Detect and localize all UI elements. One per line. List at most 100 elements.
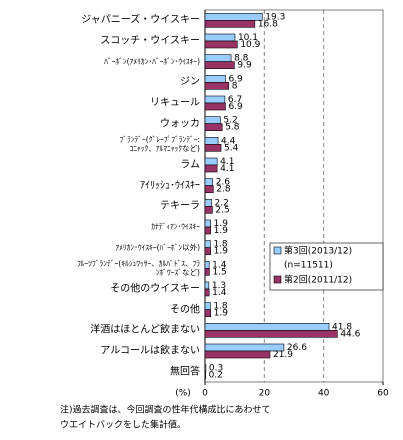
value-label: 2.5 bbox=[215, 205, 229, 215]
value-label: 41.8 bbox=[332, 322, 352, 332]
bar bbox=[204, 330, 338, 338]
legend-label: 第2回(2011/12) bbox=[284, 274, 352, 286]
bar bbox=[204, 13, 263, 21]
x-axis-label: (%) bbox=[175, 389, 191, 399]
bar bbox=[204, 323, 330, 331]
legend-note: (n=11511) bbox=[284, 261, 333, 271]
bar bbox=[204, 288, 210, 297]
bar bbox=[204, 40, 238, 49]
bar bbox=[204, 185, 214, 193]
footnote: ウエイトバックをした集計値。 bbox=[60, 419, 186, 431]
value-label: 8.8 bbox=[234, 54, 249, 64]
category-label: リキュール bbox=[150, 97, 200, 109]
value-label: 0.2 bbox=[209, 371, 223, 381]
category-label: その他 bbox=[170, 304, 200, 316]
category-label: ｱｲﾘｯｼｭ･ｳｲｽｷｰ bbox=[140, 180, 200, 192]
category-label: 洋酒はほとんど飲まない bbox=[90, 324, 200, 336]
value-label: 5.8 bbox=[225, 123, 240, 133]
x-tick-label: 0 bbox=[202, 389, 208, 399]
value-label: 8 bbox=[232, 81, 238, 91]
value-label: 4.4 bbox=[221, 136, 236, 146]
bar bbox=[204, 20, 256, 28]
bar bbox=[204, 137, 219, 145]
bar bbox=[204, 75, 226, 83]
category-label: ｶﾅﾃﾞｨｱﾝ･ｳｲｽｷｰ bbox=[151, 221, 200, 231]
bar bbox=[204, 82, 230, 90]
value-label: 19.3 bbox=[265, 12, 285, 22]
value-label: 1.3 bbox=[212, 281, 226, 291]
bar bbox=[204, 144, 222, 152]
bar bbox=[204, 261, 210, 269]
bar bbox=[204, 364, 207, 372]
x-tick-label: 40 bbox=[318, 389, 330, 399]
bar bbox=[204, 226, 211, 235]
category-label: ｱﾒﾘｶﾝ･ｳｲｽｷｰ(ﾊﾞｰﾎﾞﾝ以外) bbox=[115, 242, 200, 252]
bar bbox=[204, 302, 211, 310]
category-label: アルコールは飲まない bbox=[100, 345, 200, 357]
value-label: 1.8 bbox=[213, 240, 228, 250]
bar bbox=[204, 371, 206, 379]
value-label: 1.9 bbox=[214, 226, 229, 236]
value-label: 10.9 bbox=[240, 40, 260, 50]
bar bbox=[204, 61, 235, 69]
category-label: ジン bbox=[180, 76, 200, 88]
legend-swatch bbox=[273, 246, 282, 255]
value-label: 1.9 bbox=[214, 219, 229, 229]
category-label: ﾌﾞﾗﾝﾃﾞｰ(ｸﾞﾚｰﾌﾟﾌﾞﾗﾝﾃﾞｰ: ｺﾆｬｯｸ、ｱﾙﾏﾆｬｯｸなど) bbox=[119, 135, 200, 153]
category-label: テキーラ bbox=[160, 200, 200, 212]
value-label: 26.6 bbox=[287, 343, 307, 353]
bar bbox=[204, 54, 232, 62]
value-label: 1.9 bbox=[214, 309, 229, 319]
legend-label: 第3回(2013/12) bbox=[284, 245, 352, 257]
value-label: 21.9 bbox=[273, 350, 293, 360]
category-label: スコッチ・ウイスキー bbox=[100, 35, 200, 47]
category-label: ウォッカ bbox=[160, 118, 200, 130]
category-label: ﾊﾞｰﾎﾞﾝ(ｱﾒﾘｶﾝ･ﾊﾞｰﾎﾞﾝ･ｳｲｽｷｰ) bbox=[104, 56, 200, 66]
value-label: 4.1 bbox=[220, 164, 234, 174]
bar bbox=[204, 309, 211, 317]
value-label: 6.9 bbox=[228, 102, 243, 112]
bar bbox=[204, 350, 271, 359]
bar bbox=[204, 33, 236, 42]
value-label: 5.4 bbox=[224, 143, 239, 153]
value-label: 2.2 bbox=[215, 198, 229, 208]
x-tick-label: 60 bbox=[377, 389, 389, 399]
bar bbox=[204, 116, 221, 124]
value-label: 2.6 bbox=[216, 178, 231, 188]
bar bbox=[204, 95, 226, 104]
bar bbox=[204, 240, 211, 248]
category-label: ラム bbox=[180, 159, 200, 171]
category-label: 無回答 bbox=[170, 366, 200, 378]
value-label: 4.1 bbox=[220, 157, 234, 167]
bar bbox=[204, 247, 211, 255]
bar bbox=[204, 281, 210, 290]
legend-box bbox=[269, 242, 384, 291]
value-label: 1.4 bbox=[212, 288, 227, 298]
bar bbox=[204, 206, 213, 214]
legend-swatch bbox=[273, 275, 282, 284]
value-label: 1.5 bbox=[212, 267, 226, 277]
bar bbox=[204, 102, 226, 111]
bar bbox=[204, 268, 210, 276]
category-label: ﾌﾙｰﾂﾌﾞﾗﾝﾃﾞｰ(ｷﾙｼｭﾜｯｻｰ、ｶﾙﾊﾞﾄﾞｽ、ﾌﾗ ﾝﾎﾞﾜｰｽﾞな… bbox=[77, 259, 200, 277]
value-label: 1.9 bbox=[214, 247, 229, 257]
value-label: 10.1 bbox=[238, 33, 258, 43]
value-label: 1.4 bbox=[212, 260, 227, 270]
x-tick-label: 20 bbox=[259, 389, 271, 399]
value-label: 44.6 bbox=[340, 329, 360, 339]
value-label: 16.8 bbox=[258, 19, 278, 29]
value-label: 5.2 bbox=[223, 116, 237, 126]
value-label: 6.9 bbox=[228, 74, 243, 84]
footnote: 注)過去調査は、今回調査の性年代構成比にあわせて bbox=[60, 404, 271, 416]
category-label: ジャパニーズ・ウイスキー bbox=[81, 14, 200, 26]
bar bbox=[204, 199, 212, 207]
value-label: 1.8 bbox=[213, 302, 228, 312]
bar bbox=[204, 157, 218, 166]
bar bbox=[204, 123, 223, 131]
value-label: 9.9 bbox=[237, 61, 252, 71]
value-label: 2.8 bbox=[216, 185, 231, 195]
value-label: 0.3 bbox=[209, 364, 223, 374]
bar bbox=[204, 164, 218, 173]
